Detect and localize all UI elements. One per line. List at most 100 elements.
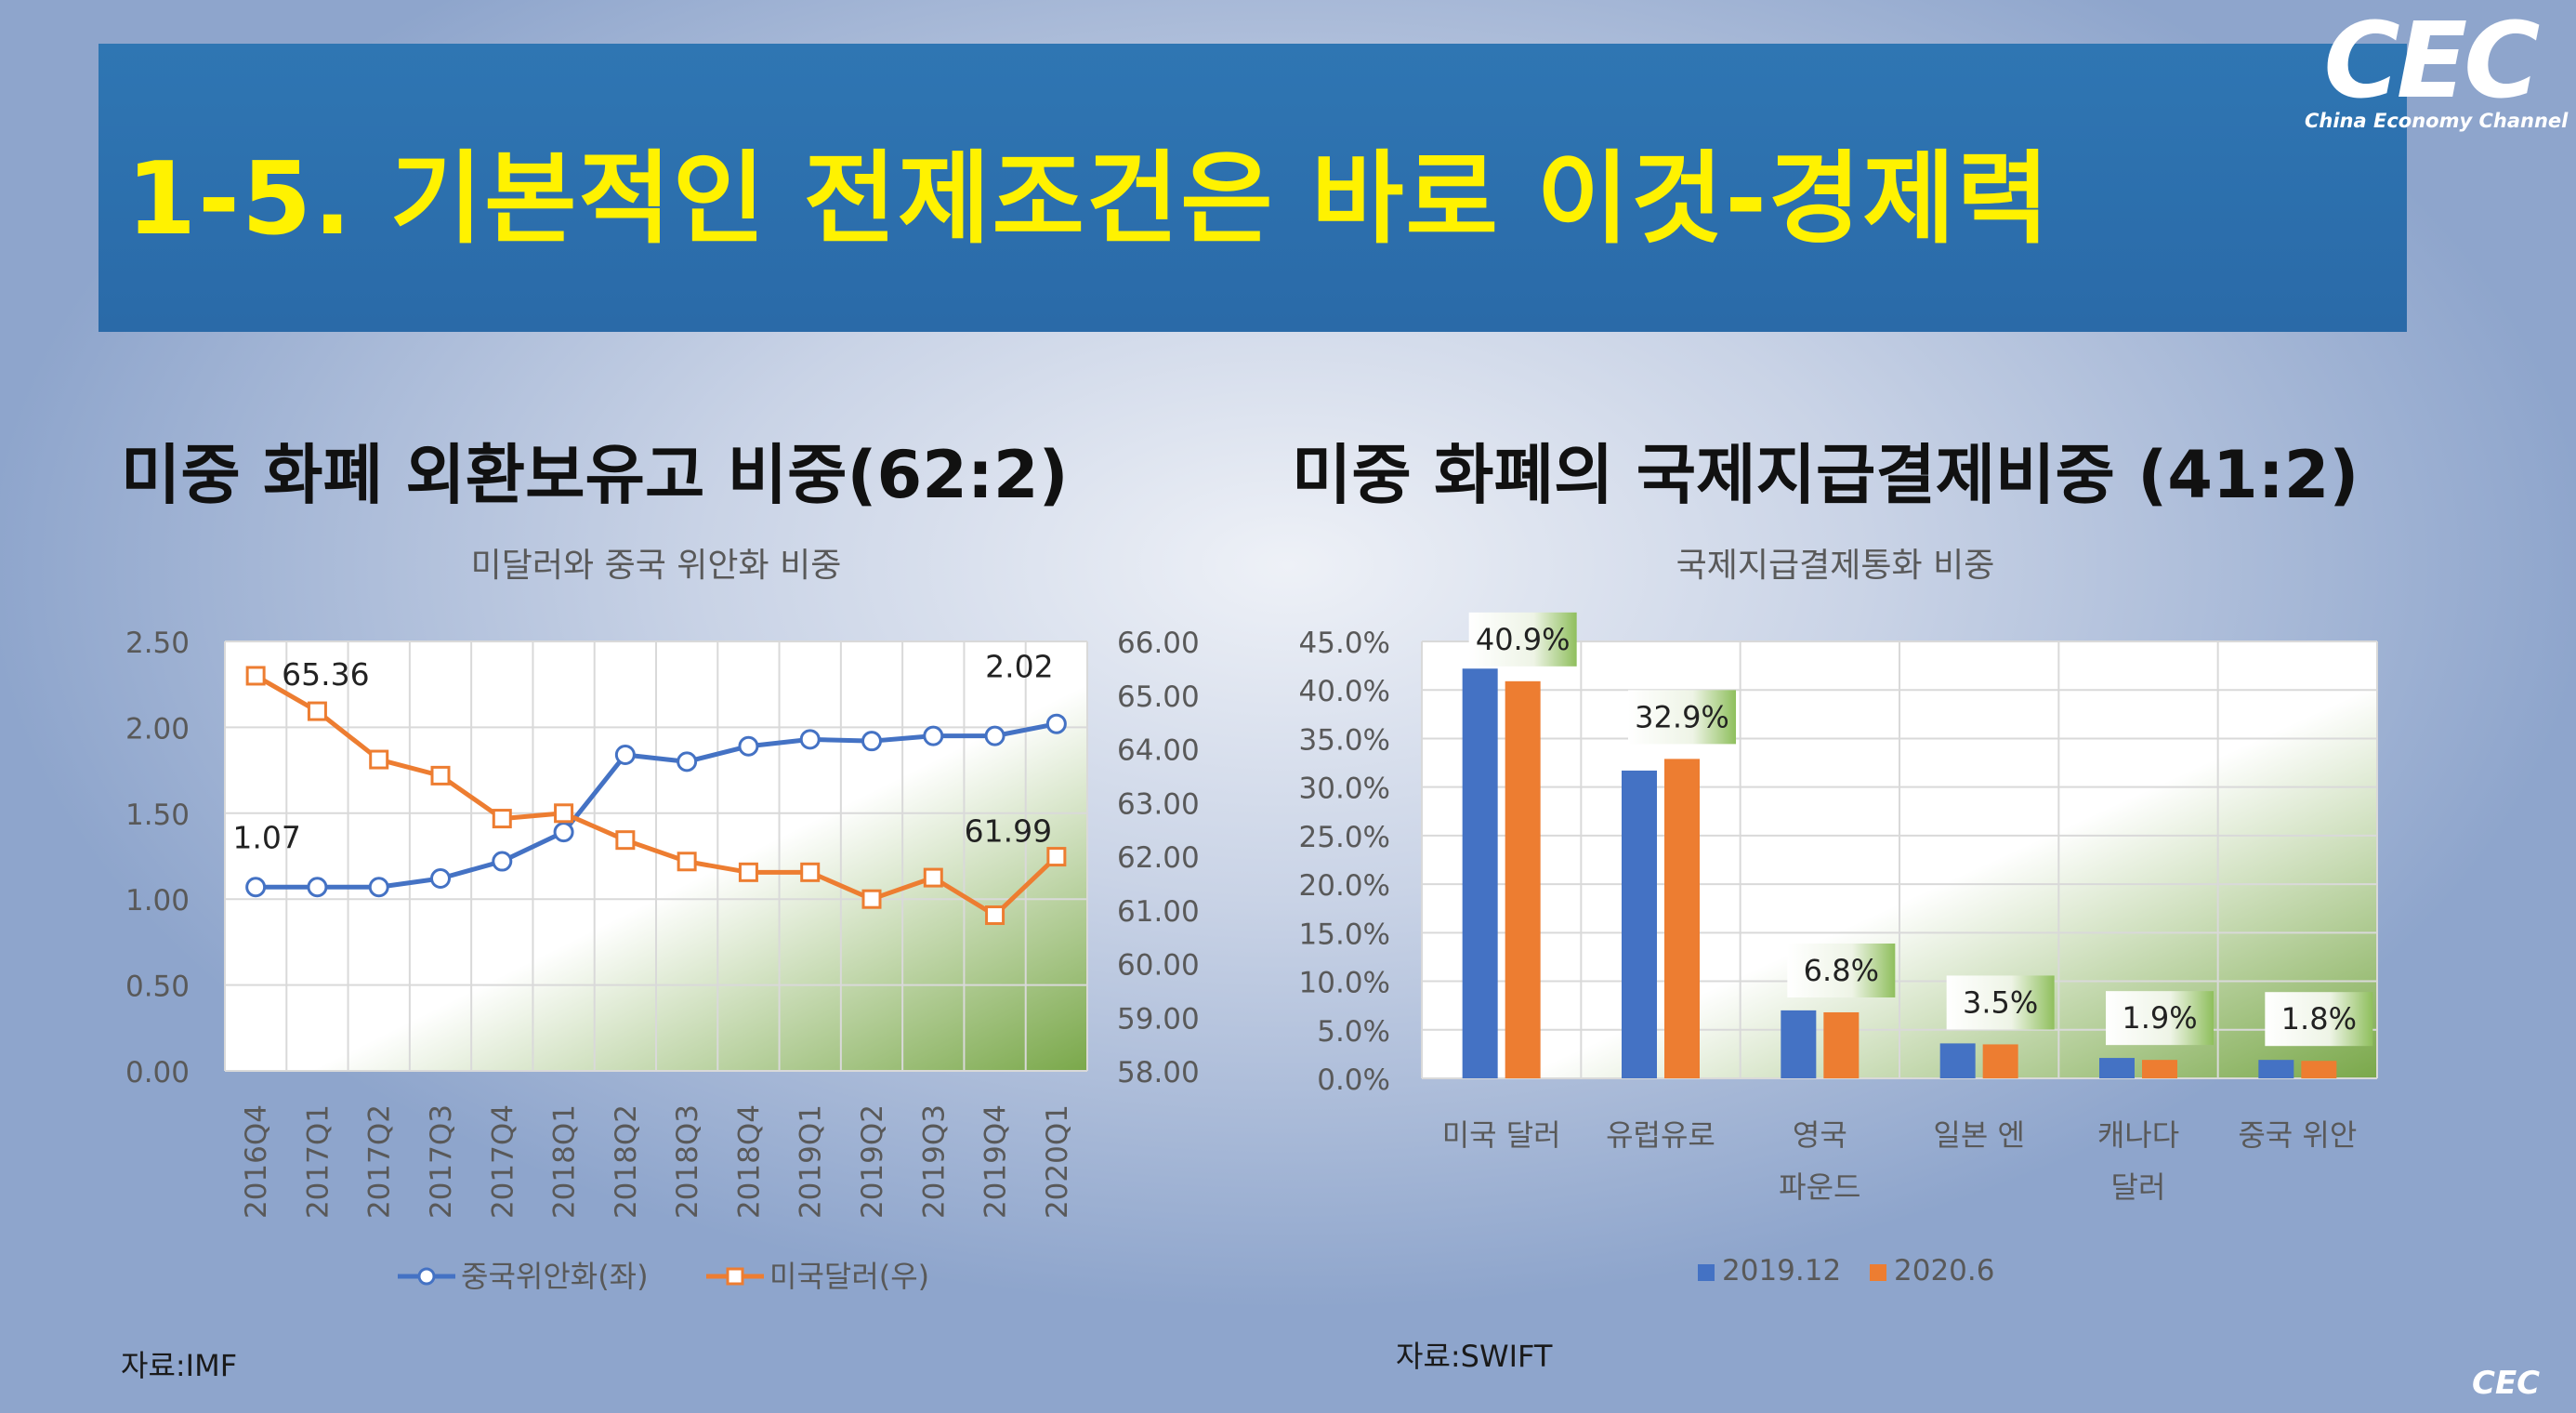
footer-logo: CEC <box>2472 1365 2541 1402</box>
bar-label-box <box>2106 991 2214 1046</box>
series-line-1 <box>254 673 1058 918</box>
series-point-1 <box>923 867 943 888</box>
right-axis-tick: 62.00 <box>1117 841 1200 875</box>
bar-1 <box>1664 759 1700 1078</box>
legend-label-1: 2020.6 <box>1894 1254 1994 1288</box>
bar-legend: 2019.12 2020.6 <box>1698 1254 1994 1288</box>
category-tick-label: 2017Q2 <box>363 1104 397 1219</box>
bar-axis-tick: 15.0% <box>1299 918 1390 951</box>
category-tick-label: 2017Q1 <box>301 1104 335 1219</box>
series-point-1 <box>800 862 821 882</box>
category-tick-label: 2018Q1 <box>548 1104 582 1219</box>
category-tick-label: 2019Q3 <box>917 1104 951 1219</box>
bar-data-label: 1.8% <box>2281 1001 2357 1037</box>
bar-category-label: 달러 <box>2111 1169 2166 1205</box>
right-axis-tick: 64.00 <box>1117 734 1200 768</box>
bar-label-box <box>1787 943 1896 997</box>
bar-data-label: 3.5% <box>1963 984 2038 1020</box>
bar-axis-tick: 5.0% <box>1317 1015 1390 1049</box>
left-axis-tick: 0.50 <box>125 971 190 1004</box>
category-tick-label: 2017Q3 <box>425 1104 458 1219</box>
series-point-1 <box>430 765 451 786</box>
series-point-0 <box>614 744 636 765</box>
series-point-0 <box>492 851 513 872</box>
bar-category-label: 중국 위안 <box>2238 1117 2357 1153</box>
bar-data-label: 6.8% <box>1804 953 1879 988</box>
bar-axis-tick: 30.0% <box>1299 773 1390 806</box>
bar-label-box <box>2265 992 2373 1047</box>
category-tick-label: 2019Q1 <box>795 1104 828 1219</box>
series-point-1 <box>492 809 512 829</box>
line-legend: 중국위안화(좌) 미국달러(우) <box>398 1259 929 1294</box>
series-point-0 <box>553 822 574 843</box>
series-point-0 <box>307 877 328 898</box>
category-tick-label: 2019Q2 <box>856 1104 889 1219</box>
bar-data-label: 40.9% <box>1476 622 1571 657</box>
series-point-1 <box>554 803 574 824</box>
right-source: 자료:SWIFT <box>1396 1339 1553 1374</box>
line-chart: 미달러와 중국 위안화 비중 0.00 0.50 1.00 1.50 2.00 2.50 58… <box>125 547 1200 1294</box>
legend-marker-0 <box>417 1267 436 1286</box>
left-axis-tick: 2.00 <box>125 712 190 746</box>
series-line-0 <box>256 721 1058 890</box>
channel-logo: CEC China Economy Channel <box>2305 1 2569 136</box>
bar-chart-title: 국제지급결제통화 비중 <box>1676 547 1995 585</box>
bar-1 <box>2301 1061 2337 1078</box>
bar-axis-tick: 45.0% <box>1299 627 1390 660</box>
series-point-1 <box>245 666 266 686</box>
bar-label-box <box>1628 690 1736 745</box>
series-point-0 <box>738 735 759 757</box>
page-title: 1-5. 기본적인 전제조건은 바로 이것-경제력 <box>126 141 2052 258</box>
bar-axis-tick: 0.0% <box>1317 1063 1390 1097</box>
bar-axis-tick: 20.0% <box>1299 869 1390 903</box>
series-point-1 <box>1046 847 1067 867</box>
bar-category-label: 파운드 <box>1779 1169 1860 1205</box>
legend-label-0: 중국위안화(좌) <box>461 1259 649 1294</box>
category-tick-label: 2018Q4 <box>732 1104 766 1219</box>
bar-0 <box>1462 668 1498 1078</box>
right-axis-tick: 63.00 <box>1117 787 1200 821</box>
bar-label-box <box>1946 975 2055 1030</box>
series-point-0 <box>677 751 698 773</box>
series-point-0 <box>1045 713 1067 734</box>
right-axis-tick: 58.00 <box>1117 1056 1200 1089</box>
category-tick-label: 2019Q4 <box>979 1104 1013 1219</box>
bar-0 <box>1781 1010 1817 1078</box>
bar-category-label: 캐나다 <box>2097 1117 2179 1153</box>
left-section-title: 미중 화폐 외환보유고 비중(62:2) <box>121 437 1069 513</box>
bar-1 <box>1823 1011 1860 1078</box>
bar-0 <box>1622 770 1657 1078</box>
left-axis-tick: 1.00 <box>125 884 190 918</box>
bar-axis-tick: 10.0% <box>1299 967 1390 1000</box>
left-axis-tick: 2.50 <box>125 627 190 660</box>
series-point-1 <box>738 862 758 882</box>
bar-category-label: 일본 엔 <box>1933 1117 2025 1153</box>
series-point-1 <box>985 905 1005 926</box>
right-section-title: 미중 화폐의 국제지급결제비중 (41:2) <box>1292 437 2359 513</box>
bar-category-label: 영국 <box>1793 1117 1847 1153</box>
line-data-label: 1.07 <box>232 819 300 855</box>
series-point-0 <box>923 725 944 746</box>
bar-data-label: 32.9% <box>1635 699 1729 734</box>
logo-text: CEC <box>2323 1 2541 122</box>
right-axis-tick: 60.00 <box>1117 949 1200 983</box>
series-point-1 <box>615 830 636 851</box>
bar-axis-tick: 40.0% <box>1299 675 1390 708</box>
bar-category-label: 미국 달러 <box>1442 1117 1561 1153</box>
legend-marker-1 <box>726 1267 744 1286</box>
series-point-0 <box>368 877 389 898</box>
legend-swatch-0 <box>1698 1264 1715 1281</box>
left-axis-tick: 1.50 <box>125 799 190 832</box>
legend-swatch-1 <box>1870 1264 1886 1281</box>
legend-label-1: 미국달러(우) <box>769 1259 929 1294</box>
series-point-1 <box>677 852 697 872</box>
line-chart-title: 미달러와 중국 위안화 비중 <box>471 547 842 585</box>
category-tick-label: 2016Q4 <box>240 1104 273 1219</box>
bar-1 <box>1982 1044 2018 1078</box>
bar-0 <box>1939 1043 1976 1078</box>
series-point-0 <box>984 725 1005 746</box>
legend-label-0: 2019.12 <box>1722 1254 1841 1288</box>
left-axis-tick: 0.00 <box>125 1056 190 1089</box>
bar-1 <box>2142 1060 2177 1078</box>
logo-subtitle: China Economy Channel <box>2305 110 2569 132</box>
